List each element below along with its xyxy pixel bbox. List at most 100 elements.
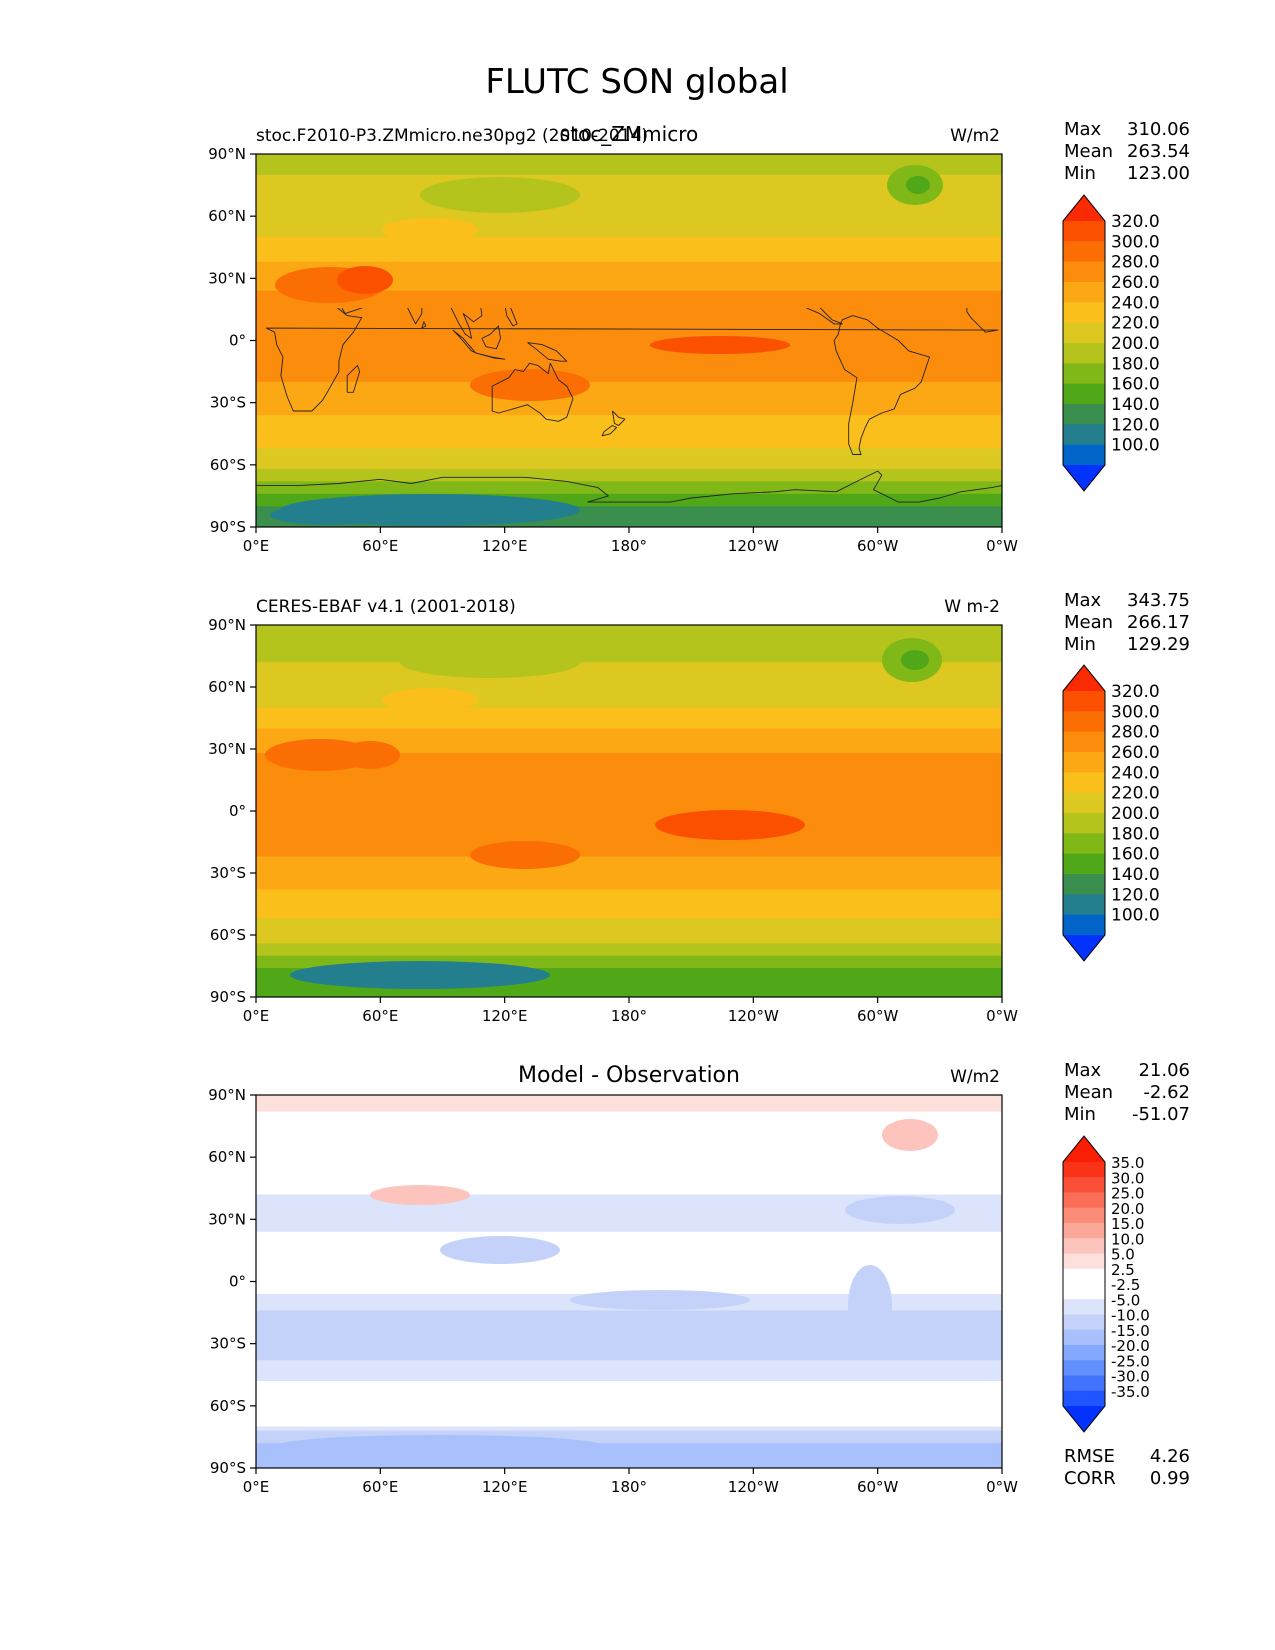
field-band <box>256 1240 1002 1245</box>
colorbar-tick-label: 260.0 <box>1111 273 1160 293</box>
x-tick-label: 120°E <box>482 1007 528 1025</box>
map-field <box>256 625 1002 997</box>
field-band <box>256 819 1002 824</box>
x-tick-label: 60°W <box>857 1007 899 1025</box>
field-band <box>256 448 1002 453</box>
units-label: W/m2 <box>950 126 1000 146</box>
field-band <box>256 1372 1002 1378</box>
colorbar-tick-label: -30.0 <box>1111 1368 1150 1386</box>
field-band <box>256 377 1002 383</box>
x-tick-label: 0°W <box>986 537 1018 555</box>
field-band <box>256 162 1002 168</box>
coastline <box>611 410 626 426</box>
field-band <box>256 885 1002 891</box>
field-band <box>256 261 1002 267</box>
field-band <box>256 1211 1002 1216</box>
tibet-positive <box>370 1185 470 1205</box>
field-band <box>256 1281 1002 1287</box>
field-band <box>256 860 1002 866</box>
arabia-hotspot <box>340 741 400 769</box>
colorbar-segment <box>1063 711 1105 733</box>
x-tick-label: 120°E <box>482 1478 528 1496</box>
field-band <box>256 1343 1002 1349</box>
colorbar-segment <box>1063 792 1105 814</box>
field-band <box>256 216 1002 221</box>
field-band <box>256 881 1002 886</box>
colorbar-tick-label: 140.0 <box>1111 395 1160 415</box>
field-band <box>256 1405 1002 1411</box>
field-band <box>256 794 1002 800</box>
field-band <box>256 955 1002 961</box>
field-band <box>256 1339 1002 1345</box>
colorbar-segment <box>1063 1177 1105 1193</box>
field-band <box>256 1285 1002 1291</box>
field-band <box>256 510 1002 516</box>
stat-min-value: -51.07 <box>1132 1104 1190 1125</box>
colorbar-tick-label: -2.5 <box>1111 1276 1140 1294</box>
y-tick-label: 90°N <box>208 145 246 163</box>
field-band <box>256 988 1002 994</box>
colorbar-tick-label: 220.0 <box>1111 314 1160 334</box>
field-band <box>256 749 1002 754</box>
x-tick-label: 60°W <box>857 1478 899 1496</box>
pacific-negative <box>570 1290 750 1310</box>
arabia-hotspot <box>337 266 393 294</box>
field-band <box>256 1422 1002 1428</box>
colorbar-segment <box>1063 1375 1105 1392</box>
colorbar-tick-label: -5.0 <box>1111 1291 1140 1309</box>
siberia-cold <box>420 177 580 213</box>
field-band <box>256 423 1002 429</box>
coastline <box>833 315 930 455</box>
stat-mean-label: Mean <box>1064 612 1113 633</box>
field-band <box>256 1186 1002 1191</box>
field-band <box>256 777 1002 783</box>
figure-title: FLUTC SON global <box>485 62 788 102</box>
colorbar-outline <box>1062 1135 1106 1433</box>
stats-box: Max 343.75 Mean 266.17 Min 129.29 <box>1064 590 1190 655</box>
field-band <box>256 336 1002 342</box>
field-band <box>256 435 1002 441</box>
field-band <box>256 1169 1002 1175</box>
coastline <box>256 470 1002 503</box>
colorbar-tick-label: 200.0 <box>1111 804 1160 824</box>
y-tick-label: 30°N <box>208 269 246 287</box>
field-band <box>256 922 1002 928</box>
stat-max-label: Max <box>1064 590 1102 611</box>
field-band <box>256 178 1002 184</box>
field-band <box>256 518 1002 524</box>
field-band <box>256 477 1002 483</box>
field-band <box>256 935 1002 940</box>
panel-title-center: stoc_ZMmicro <box>560 122 699 146</box>
field-band <box>256 1136 1002 1142</box>
field-band <box>256 249 1002 255</box>
field-band <box>256 1223 1002 1229</box>
y-tick-label: 0° <box>229 802 246 820</box>
corr-value: 0.99 <box>1150 1468 1190 1489</box>
field-band <box>256 1277 1002 1283</box>
colorbar-tick-label: 220.0 <box>1111 784 1160 804</box>
colorbar-tick-label: 120.0 <box>1111 885 1160 905</box>
field-band <box>256 502 1002 507</box>
field-band <box>256 1380 1002 1386</box>
field-band <box>256 695 1002 700</box>
field-band <box>256 658 1002 663</box>
metrics-box: RMSE 4.26 CORR 0.99 <box>1064 1446 1190 1489</box>
field-band <box>256 1351 1002 1357</box>
y-tick-label: 60°S <box>210 926 246 944</box>
colorbar-segment <box>1063 1207 1105 1224</box>
field-band <box>256 415 1002 420</box>
field-band <box>256 464 1002 470</box>
panel-difference: Model - Observation W/m2 0°E 60°E 120°E 180… <box>208 1060 1190 1496</box>
field-band <box>256 1165 1002 1171</box>
coastline <box>491 362 574 422</box>
field-band <box>256 1393 1002 1399</box>
colorbar-tick-label: 2.5 <box>1111 1261 1135 1279</box>
field-band <box>256 274 1002 279</box>
field-band <box>256 1095 1002 1100</box>
field-band <box>256 1206 1002 1212</box>
field-band <box>256 918 1002 924</box>
colorbar-tick-label: 180.0 <box>1111 354 1160 374</box>
field-band <box>256 1219 1002 1225</box>
field-band <box>256 1364 1002 1370</box>
field-band <box>256 844 1002 849</box>
